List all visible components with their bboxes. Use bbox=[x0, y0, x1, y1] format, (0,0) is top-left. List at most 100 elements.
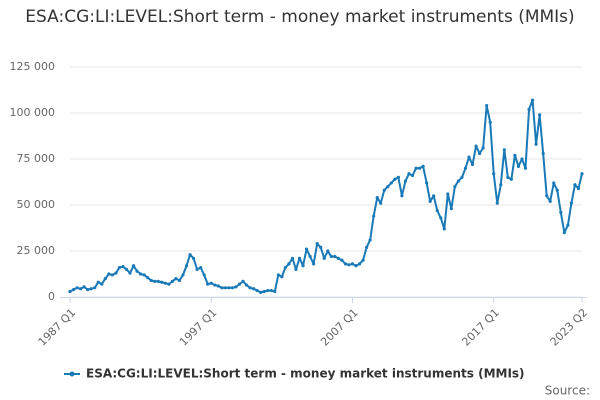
data-point bbox=[573, 183, 577, 187]
data-point bbox=[474, 144, 478, 148]
data-point bbox=[559, 210, 563, 214]
y-tick-label: 0 bbox=[48, 290, 55, 303]
data-point bbox=[135, 269, 139, 273]
data-point bbox=[160, 280, 164, 284]
data-point bbox=[244, 283, 249, 287]
data-point bbox=[146, 276, 150, 280]
data-point bbox=[499, 183, 503, 187]
data-point bbox=[220, 286, 224, 290]
y-tick-label: 100 000 bbox=[10, 106, 56, 119]
data-point bbox=[68, 289, 72, 294]
data-point bbox=[470, 162, 475, 167]
data-point bbox=[545, 194, 549, 198]
data-point bbox=[259, 290, 263, 294]
data-point bbox=[199, 265, 203, 270]
data-point bbox=[566, 223, 570, 227]
data-point bbox=[414, 166, 418, 170]
legend-marker bbox=[69, 371, 75, 377]
data-point bbox=[252, 287, 256, 291]
data-point bbox=[492, 172, 496, 176]
data-point bbox=[290, 256, 295, 260]
data-point bbox=[333, 254, 337, 259]
data-point bbox=[216, 284, 220, 288]
data-point bbox=[174, 277, 178, 281]
data-point bbox=[576, 186, 581, 191]
data-point bbox=[110, 273, 114, 277]
data-point bbox=[294, 267, 298, 271]
data-point bbox=[188, 253, 192, 257]
data-point bbox=[375, 196, 379, 200]
data-point bbox=[488, 120, 492, 124]
data-point bbox=[446, 192, 450, 196]
data-point bbox=[354, 264, 358, 268]
data-point bbox=[350, 262, 355, 266]
data-point bbox=[541, 151, 545, 156]
data-point bbox=[276, 273, 280, 277]
data-point bbox=[460, 175, 464, 179]
data-point bbox=[428, 199, 432, 203]
data-point bbox=[365, 245, 369, 249]
data-point bbox=[506, 175, 510, 179]
data-point bbox=[467, 155, 471, 159]
data-point bbox=[86, 288, 90, 292]
data-point bbox=[425, 181, 429, 185]
data-point bbox=[234, 285, 238, 289]
data-point bbox=[523, 166, 528, 170]
y-tick-label: 25 000 bbox=[17, 244, 56, 257]
data-point bbox=[131, 264, 136, 268]
data-point bbox=[184, 264, 189, 268]
data-point bbox=[209, 281, 213, 285]
data-point bbox=[237, 282, 242, 286]
data-point bbox=[340, 258, 344, 262]
data-point bbox=[463, 166, 468, 170]
data-point bbox=[520, 157, 524, 161]
x-tick-label: 2007 Q1 bbox=[318, 306, 361, 349]
data-point bbox=[449, 207, 453, 211]
data-point bbox=[156, 279, 160, 283]
data-point bbox=[417, 166, 422, 170]
data-point bbox=[315, 242, 319, 246]
data-point bbox=[114, 271, 118, 275]
data-point bbox=[142, 273, 146, 277]
data-point bbox=[453, 185, 457, 189]
data-point bbox=[562, 231, 566, 235]
data-point bbox=[248, 286, 252, 290]
data-point bbox=[336, 256, 340, 260]
data-point bbox=[580, 172, 584, 176]
x-tick-label: 2023 Q2 bbox=[548, 306, 591, 349]
data-point bbox=[552, 181, 556, 185]
data-point bbox=[530, 98, 535, 102]
data-point bbox=[96, 280, 100, 284]
data-point bbox=[82, 285, 86, 289]
data-point bbox=[485, 104, 489, 108]
data-point bbox=[322, 256, 326, 260]
data-point bbox=[372, 214, 376, 218]
data-point bbox=[227, 286, 231, 290]
data-point bbox=[389, 181, 393, 185]
data-point bbox=[163, 281, 167, 285]
data-point bbox=[534, 142, 538, 146]
data-point bbox=[128, 271, 132, 275]
data-point bbox=[456, 179, 461, 183]
data-point bbox=[230, 286, 235, 290]
legend-label: ESA:CG:LI:LEVEL:Short term - money marke… bbox=[86, 367, 525, 381]
data-point bbox=[400, 194, 404, 198]
y-tick-label: 75 000 bbox=[17, 152, 56, 165]
data-point bbox=[569, 201, 574, 205]
data-point bbox=[103, 277, 107, 281]
data-point bbox=[308, 254, 312, 259]
data-point bbox=[269, 288, 273, 293]
data-point bbox=[213, 283, 217, 287]
data-point bbox=[326, 249, 330, 253]
data-point bbox=[368, 238, 372, 242]
data-point bbox=[516, 164, 521, 168]
data-point bbox=[139, 272, 143, 276]
data-point bbox=[71, 288, 76, 292]
data-point bbox=[403, 179, 408, 183]
data-point bbox=[347, 263, 351, 267]
data-point bbox=[89, 287, 93, 291]
data-point bbox=[393, 177, 397, 181]
y-tick-label: 50 000 bbox=[17, 198, 56, 211]
data-point bbox=[191, 256, 196, 260]
